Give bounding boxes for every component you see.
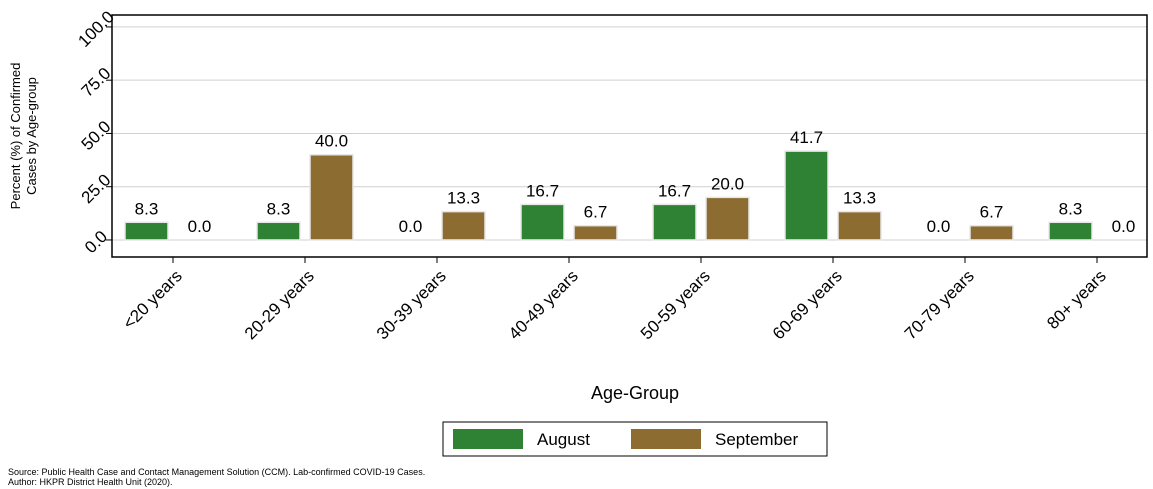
source-note: Author: HKPR District Health Unit (2020)… (8, 477, 173, 487)
data-label: 13.3 (447, 189, 480, 208)
legend-swatch (631, 429, 701, 449)
legend-label: August (537, 430, 590, 449)
y-tick-label: 75.0 (78, 64, 115, 101)
bar (520, 203, 565, 241)
bar (256, 221, 301, 241)
legend-swatch (453, 429, 523, 449)
data-label: 0.0 (399, 217, 423, 236)
x-tick-label: 20-29 years (241, 266, 318, 343)
plot-frame (111, 14, 1148, 258)
bar (124, 221, 169, 241)
data-label: 20.0 (711, 174, 744, 193)
y-axis-title: Cases by Age-group (24, 77, 39, 195)
bar (309, 153, 354, 241)
y-tick-label: 50.0 (78, 117, 115, 154)
x-tick-label: 60-69 years (769, 266, 846, 343)
data-label: 8.3 (267, 199, 291, 218)
x-tick-label: <20 years (119, 266, 186, 333)
bar (969, 224, 1014, 241)
bar (1048, 221, 1093, 241)
data-label: 0.0 (927, 217, 951, 236)
bar (784, 150, 829, 241)
data-label: 0.0 (188, 217, 212, 236)
bar (837, 210, 882, 241)
bar (705, 196, 750, 241)
x-axis-title: Age-Group (591, 383, 679, 403)
data-label: 40.0 (315, 132, 348, 151)
y-tick-label: 25.0 (78, 170, 115, 207)
legend-label: September (715, 430, 798, 449)
bar (652, 203, 697, 241)
source-note: Source: Public Health Case and Contact M… (8, 467, 425, 477)
data-label: 6.7 (584, 203, 608, 222)
x-tick-label: 80+ years (1043, 266, 1110, 333)
x-tick-label: 30-39 years (373, 266, 450, 343)
x-tick-label: 40-49 years (505, 266, 582, 343)
data-label: 0.0 (1112, 217, 1136, 236)
x-tick-label: 70-79 years (901, 266, 978, 343)
y-tick-label: 0.0 (81, 227, 111, 257)
data-label: 13.3 (843, 189, 876, 208)
y-axis-title: Percent (%) of Confirmed (8, 63, 23, 210)
data-label: 6.7 (980, 203, 1004, 222)
data-label: 8.3 (135, 199, 159, 218)
data-label: 41.7 (790, 128, 823, 147)
bar (441, 210, 486, 241)
data-label: 8.3 (1059, 199, 1083, 218)
data-label: 16.7 (658, 181, 691, 200)
x-tick-label: 50-59 years (637, 266, 714, 343)
data-label: 16.7 (526, 181, 559, 200)
bar (573, 224, 618, 241)
